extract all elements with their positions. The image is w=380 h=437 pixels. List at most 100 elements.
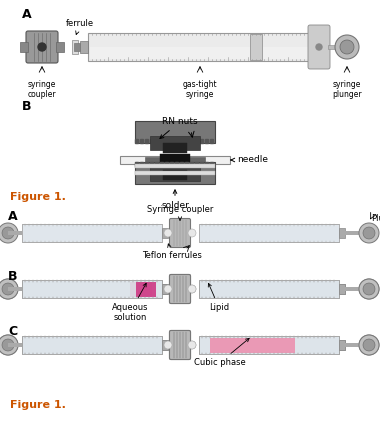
Circle shape bbox=[0, 335, 18, 355]
Bar bbox=[136, 281, 156, 296]
Bar bbox=[185, 162, 188, 166]
Bar bbox=[180, 162, 183, 166]
Bar bbox=[88, 33, 310, 61]
Bar bbox=[339, 340, 345, 350]
Bar bbox=[135, 162, 215, 184]
Bar bbox=[175, 139, 178, 143]
Bar bbox=[205, 139, 208, 143]
Bar bbox=[145, 139, 148, 143]
Circle shape bbox=[363, 227, 375, 239]
Text: Cubic phase: Cubic phase bbox=[194, 338, 249, 367]
Circle shape bbox=[363, 339, 375, 351]
Text: A: A bbox=[22, 8, 32, 21]
Bar bbox=[162, 284, 168, 294]
Bar bbox=[22, 336, 162, 354]
Bar bbox=[250, 34, 262, 60]
Circle shape bbox=[164, 285, 172, 293]
Bar bbox=[20, 42, 28, 52]
Circle shape bbox=[164, 229, 172, 237]
Bar bbox=[339, 228, 345, 238]
Text: Aqueous
solution: Aqueous solution bbox=[112, 283, 148, 323]
Circle shape bbox=[363, 339, 375, 351]
Bar bbox=[135, 139, 138, 143]
Bar bbox=[345, 343, 359, 347]
Bar bbox=[8, 343, 22, 347]
Bar bbox=[160, 139, 163, 143]
Bar bbox=[162, 340, 168, 350]
Bar bbox=[199, 280, 339, 298]
FancyBboxPatch shape bbox=[169, 330, 190, 360]
Text: gas-tight
syringe: gas-tight syringe bbox=[183, 80, 217, 99]
Bar bbox=[185, 139, 188, 143]
FancyBboxPatch shape bbox=[169, 330, 190, 360]
Bar bbox=[199, 280, 339, 298]
Circle shape bbox=[363, 283, 375, 295]
Circle shape bbox=[0, 279, 18, 299]
Circle shape bbox=[164, 341, 172, 349]
Circle shape bbox=[188, 285, 196, 293]
FancyBboxPatch shape bbox=[169, 218, 190, 247]
Bar bbox=[210, 139, 213, 143]
Circle shape bbox=[0, 279, 18, 299]
Bar bbox=[160, 154, 190, 162]
Circle shape bbox=[188, 341, 196, 349]
Bar bbox=[150, 162, 153, 166]
Bar bbox=[8, 231, 22, 235]
Bar bbox=[22, 280, 162, 298]
Bar bbox=[74, 43, 80, 51]
Bar bbox=[190, 162, 193, 166]
Bar bbox=[199, 336, 339, 354]
Bar bbox=[345, 287, 359, 291]
FancyBboxPatch shape bbox=[26, 31, 58, 63]
Bar bbox=[56, 42, 64, 52]
Bar bbox=[163, 170, 187, 180]
Bar bbox=[175, 162, 178, 166]
Text: Lipid: Lipid bbox=[208, 284, 229, 312]
Bar bbox=[22, 336, 162, 354]
Bar bbox=[135, 162, 138, 166]
Bar bbox=[180, 139, 183, 143]
Bar bbox=[162, 228, 168, 238]
Bar bbox=[155, 162, 158, 166]
Bar bbox=[150, 167, 200, 181]
Circle shape bbox=[363, 283, 375, 295]
Bar bbox=[150, 136, 200, 150]
Bar bbox=[135, 164, 215, 168]
Circle shape bbox=[164, 341, 172, 349]
Circle shape bbox=[0, 335, 18, 355]
Bar bbox=[140, 139, 143, 143]
Bar bbox=[135, 171, 215, 175]
Bar bbox=[190, 139, 193, 143]
Text: syringe
coupler: syringe coupler bbox=[28, 80, 56, 99]
Text: C: C bbox=[8, 325, 17, 338]
Circle shape bbox=[316, 44, 322, 50]
Text: B: B bbox=[22, 100, 32, 113]
Bar bbox=[145, 157, 205, 163]
Bar bbox=[345, 231, 359, 235]
Bar bbox=[22, 280, 162, 298]
Circle shape bbox=[2, 339, 14, 351]
Circle shape bbox=[2, 283, 14, 295]
Bar bbox=[210, 162, 213, 166]
Bar bbox=[8, 343, 22, 347]
Bar bbox=[135, 121, 215, 143]
Bar bbox=[165, 162, 168, 166]
Circle shape bbox=[188, 285, 196, 293]
Circle shape bbox=[340, 40, 354, 54]
Bar bbox=[195, 162, 198, 166]
Bar bbox=[339, 284, 345, 294]
Bar bbox=[339, 340, 345, 350]
Text: Syringe coupler: Syringe coupler bbox=[147, 205, 213, 220]
Circle shape bbox=[38, 43, 46, 51]
FancyBboxPatch shape bbox=[169, 274, 190, 304]
Text: A: A bbox=[8, 210, 17, 223]
Bar bbox=[160, 162, 163, 166]
Bar bbox=[80, 41, 88, 53]
Bar bbox=[210, 337, 295, 353]
Circle shape bbox=[359, 223, 379, 243]
Bar bbox=[328, 45, 347, 49]
Bar bbox=[339, 284, 345, 294]
Bar bbox=[165, 139, 168, 143]
Bar bbox=[8, 287, 22, 291]
Text: syringe
plunger: syringe plunger bbox=[332, 80, 362, 99]
